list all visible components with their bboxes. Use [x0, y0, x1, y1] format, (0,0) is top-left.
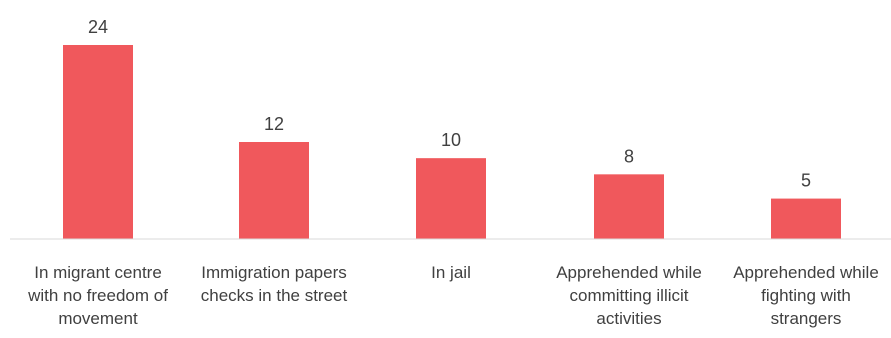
category-label-line: Apprehended while	[556, 263, 702, 282]
data-label-1: 24	[88, 17, 108, 37]
category-label-3: In jail	[431, 263, 471, 282]
category-label-1: In migrant centre with no freedom of movem…	[27, 263, 168, 328]
category-label-line: movement	[58, 309, 138, 328]
data-label-4: 8	[624, 146, 634, 166]
bar-2	[239, 142, 309, 239]
data-labels-layer: 24 12 10 8 5	[88, 17, 811, 191]
category-label-4: Apprehended while committing illicit activ…	[556, 263, 702, 328]
bar-4	[594, 174, 664, 239]
category-label-line: In migrant centre	[34, 263, 162, 282]
category-label-line: with no freedom of	[27, 286, 168, 305]
bar-1	[63, 45, 133, 239]
bars-layer	[63, 45, 841, 239]
category-label-line: Apprehended while	[733, 263, 879, 282]
category-label-line: Immigration papers	[201, 263, 347, 282]
category-label-line: fighting with	[761, 286, 851, 305]
category-label-line: strangers	[771, 309, 842, 328]
category-label-line: committing illicit	[569, 286, 688, 305]
bar-5	[771, 198, 841, 239]
data-label-5: 5	[801, 171, 811, 191]
category-label-line: In jail	[431, 263, 471, 282]
category-label-5: Apprehended while fighting with strangers	[733, 263, 879, 328]
data-label-3: 10	[441, 130, 461, 150]
category-labels-layer: In migrant centre with no freedom of movem…	[27, 263, 879, 328]
category-label-2: Immigration papers checks in the street	[201, 263, 348, 305]
bar-3	[416, 158, 486, 239]
data-label-2: 12	[264, 114, 284, 134]
category-label-line: activities	[596, 309, 661, 328]
category-label-line: checks in the street	[201, 286, 348, 305]
